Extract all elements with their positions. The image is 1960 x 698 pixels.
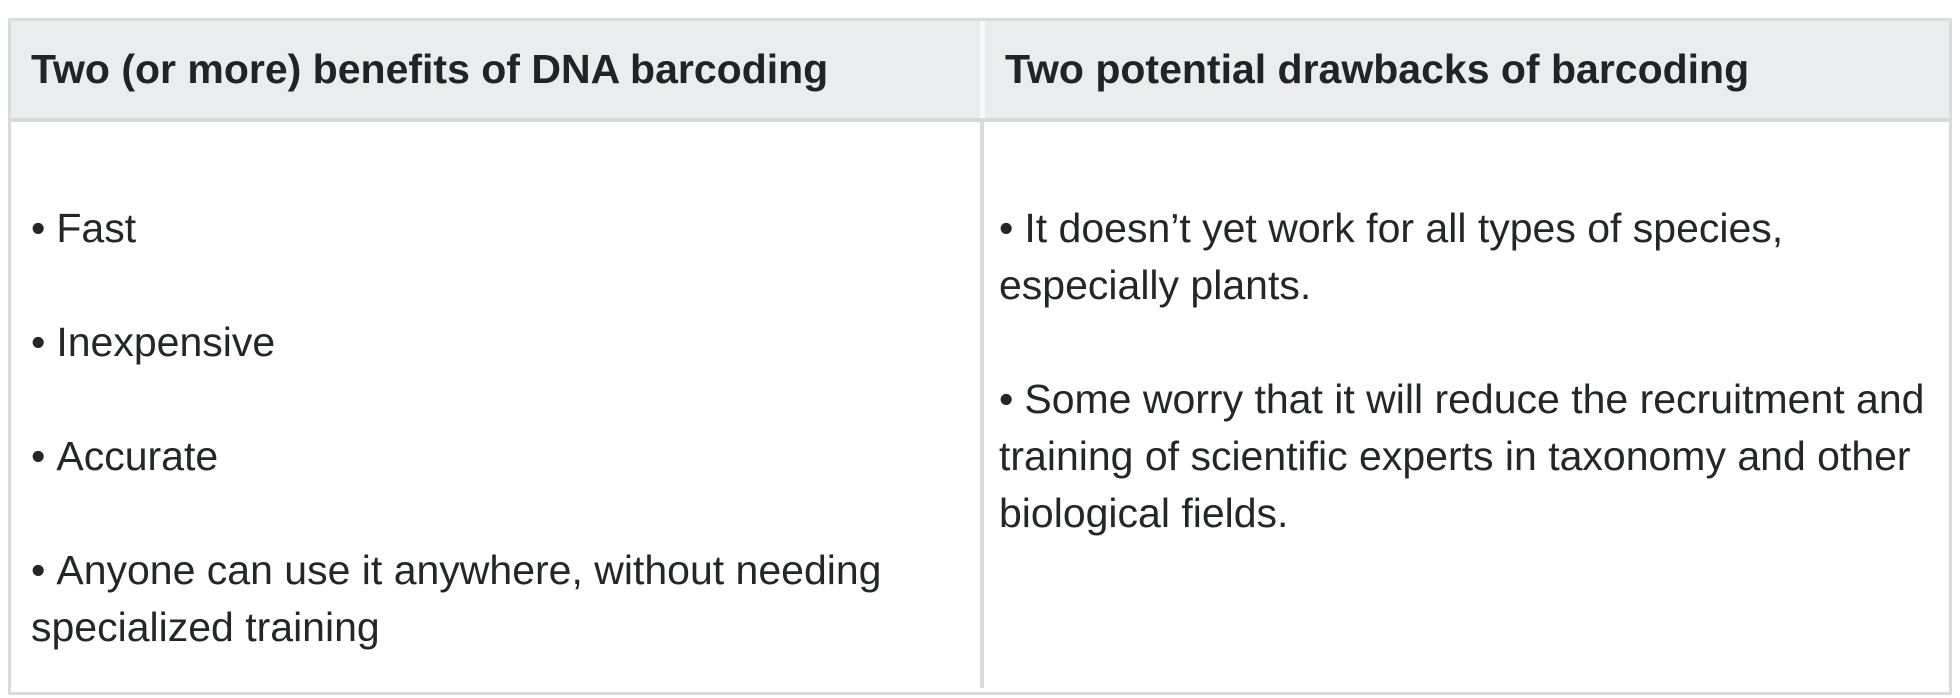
cell-drawbacks: • It doesn’t yet work for all types of sp… bbox=[984, 122, 1949, 688]
list-item: • Accurate bbox=[31, 428, 960, 485]
bullet-marker: • bbox=[31, 433, 46, 479]
list-item-text: Anyone can use it anywhere, without need… bbox=[31, 547, 882, 650]
comparison-table: Two (or more) benefits of DNA barcoding … bbox=[8, 18, 1952, 695]
list-item: • Some worry that it will reduce the recr… bbox=[999, 371, 1934, 542]
table-body-row: • Fast • Inexpensive • Accurate • Anyone can… bbox=[11, 122, 1949, 688]
cell-benefits: • Fast • Inexpensive • Accurate • Anyone can… bbox=[11, 122, 980, 688]
bullet-marker: • bbox=[31, 319, 46, 365]
list-item-text: Inexpensive bbox=[56, 319, 276, 365]
header-drawbacks-label: Two potential drawbacks of barcoding bbox=[1005, 46, 1750, 92]
list-item-text: Fast bbox=[56, 205, 137, 251]
list-item-text: It doesn’t yet work for all types of spe… bbox=[999, 205, 1784, 308]
list-item: • Inexpensive bbox=[31, 314, 960, 371]
bullet-marker: • bbox=[999, 205, 1014, 251]
list-item-text: Some worry that it will reduce the recru… bbox=[999, 376, 1925, 536]
bullet-marker: • bbox=[999, 376, 1014, 422]
bullet-marker: • bbox=[31, 205, 46, 251]
column-divider bbox=[980, 122, 984, 688]
list-item-text: Accurate bbox=[56, 433, 219, 479]
list-item: • Fast bbox=[31, 200, 960, 257]
header-benefits-label: Two (or more) benefits of DNA barcoding bbox=[31, 46, 829, 92]
header-cell-drawbacks: Two potential drawbacks of barcoding bbox=[985, 21, 1949, 118]
bullet-marker: • bbox=[31, 547, 46, 593]
list-item: • It doesn’t yet work for all types of sp… bbox=[999, 200, 1934, 314]
table-header-row: Two (or more) benefits of DNA barcoding … bbox=[11, 21, 1949, 122]
header-cell-benefits: Two (or more) benefits of DNA barcoding bbox=[11, 21, 980, 118]
list-item: • Anyone can use it anywhere, without nee… bbox=[31, 542, 960, 656]
